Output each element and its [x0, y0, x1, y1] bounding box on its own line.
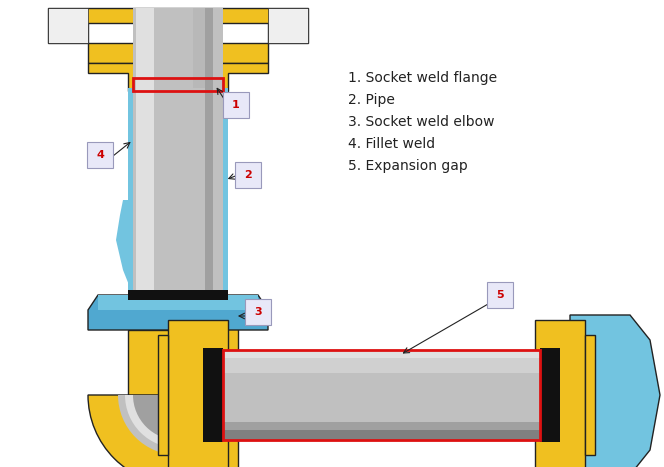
FancyBboxPatch shape — [223, 92, 249, 118]
Text: 5. Expansion gap: 5. Expansion gap — [348, 159, 467, 173]
Wedge shape — [125, 395, 178, 448]
Text: 3: 3 — [254, 307, 262, 317]
Text: 1. Socket weld flange: 1. Socket weld flange — [348, 71, 497, 85]
Polygon shape — [540, 348, 560, 442]
FancyBboxPatch shape — [235, 162, 261, 188]
Bar — [223, 358, 540, 373]
Wedge shape — [128, 395, 178, 445]
Polygon shape — [535, 320, 585, 467]
Polygon shape — [98, 295, 258, 310]
Bar — [133, 8, 223, 96]
Polygon shape — [88, 295, 268, 330]
Polygon shape — [128, 88, 133, 295]
Bar — [223, 422, 540, 430]
Polygon shape — [540, 315, 660, 467]
Bar — [223, 350, 540, 440]
Bar — [133, 88, 223, 295]
Bar — [193, 88, 205, 295]
Text: 5: 5 — [496, 290, 504, 300]
Polygon shape — [48, 8, 308, 43]
Polygon shape — [128, 290, 228, 300]
Polygon shape — [178, 305, 238, 467]
Bar — [136, 88, 154, 295]
FancyBboxPatch shape — [245, 299, 271, 325]
Text: 4: 4 — [96, 150, 104, 160]
Polygon shape — [48, 8, 88, 43]
Wedge shape — [118, 395, 178, 455]
Text: 2. Pipe: 2. Pipe — [348, 93, 395, 107]
Polygon shape — [268, 8, 308, 43]
Bar — [133, 88, 223, 295]
Bar — [205, 88, 213, 295]
Polygon shape — [116, 200, 133, 295]
Bar — [193, 8, 205, 96]
Text: 4. Fillet weld: 4. Fillet weld — [348, 137, 435, 151]
Polygon shape — [128, 330, 228, 395]
Wedge shape — [133, 395, 178, 440]
Text: 1: 1 — [232, 100, 240, 110]
Polygon shape — [203, 348, 223, 442]
Polygon shape — [585, 335, 595, 455]
Bar — [205, 88, 213, 295]
Polygon shape — [223, 88, 228, 295]
Text: 3. Socket weld elbow: 3. Socket weld elbow — [348, 115, 495, 129]
Bar — [193, 88, 205, 295]
Bar — [223, 350, 540, 358]
Polygon shape — [88, 63, 268, 91]
Bar — [136, 88, 154, 295]
Bar — [223, 430, 540, 440]
Polygon shape — [88, 43, 268, 63]
Bar — [205, 8, 213, 96]
FancyBboxPatch shape — [87, 142, 113, 168]
Wedge shape — [88, 395, 178, 467]
Bar — [136, 8, 154, 96]
Polygon shape — [168, 320, 228, 467]
FancyBboxPatch shape — [487, 282, 513, 308]
Polygon shape — [158, 335, 168, 455]
Text: 2: 2 — [244, 170, 252, 180]
